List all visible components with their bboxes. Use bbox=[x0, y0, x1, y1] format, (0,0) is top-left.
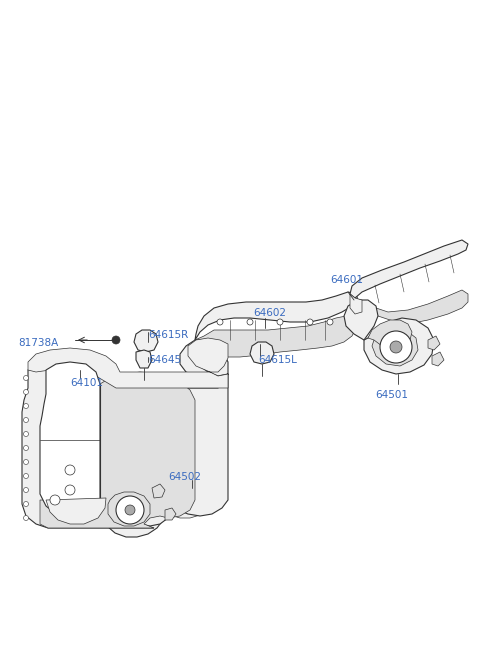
Text: 64615R: 64615R bbox=[148, 330, 188, 340]
Circle shape bbox=[307, 319, 313, 325]
Circle shape bbox=[247, 319, 253, 325]
Text: 64645: 64645 bbox=[148, 355, 181, 365]
Circle shape bbox=[65, 485, 75, 495]
Circle shape bbox=[217, 319, 223, 325]
Polygon shape bbox=[364, 318, 434, 374]
Polygon shape bbox=[134, 330, 158, 352]
Polygon shape bbox=[355, 290, 468, 324]
Circle shape bbox=[112, 336, 120, 344]
Polygon shape bbox=[40, 372, 195, 528]
Circle shape bbox=[24, 375, 28, 381]
Polygon shape bbox=[180, 340, 216, 376]
Circle shape bbox=[24, 445, 28, 451]
Text: 64101: 64101 bbox=[70, 378, 103, 388]
Text: 64615L: 64615L bbox=[258, 355, 297, 365]
Circle shape bbox=[327, 319, 333, 325]
Polygon shape bbox=[81, 455, 115, 490]
Circle shape bbox=[380, 331, 412, 363]
Polygon shape bbox=[350, 240, 468, 298]
Polygon shape bbox=[152, 484, 165, 498]
Polygon shape bbox=[28, 338, 228, 388]
Text: 81738A: 81738A bbox=[18, 338, 58, 348]
Circle shape bbox=[65, 465, 75, 475]
Polygon shape bbox=[344, 300, 378, 340]
Polygon shape bbox=[195, 292, 358, 340]
Circle shape bbox=[24, 474, 28, 479]
Polygon shape bbox=[136, 350, 152, 368]
Polygon shape bbox=[372, 328, 418, 366]
Polygon shape bbox=[40, 362, 100, 518]
Text: 64602: 64602 bbox=[253, 308, 286, 318]
Circle shape bbox=[116, 496, 144, 524]
Text: 64601: 64601 bbox=[330, 275, 363, 285]
Circle shape bbox=[24, 432, 28, 436]
Polygon shape bbox=[100, 480, 165, 537]
Circle shape bbox=[125, 505, 135, 515]
Circle shape bbox=[277, 319, 283, 325]
Circle shape bbox=[24, 487, 28, 493]
Polygon shape bbox=[428, 336, 440, 350]
Polygon shape bbox=[46, 498, 106, 524]
Polygon shape bbox=[163, 496, 204, 518]
Polygon shape bbox=[165, 508, 176, 520]
Polygon shape bbox=[368, 320, 412, 348]
Polygon shape bbox=[432, 352, 444, 366]
Polygon shape bbox=[350, 294, 362, 314]
Circle shape bbox=[24, 390, 28, 394]
Polygon shape bbox=[195, 316, 356, 357]
Circle shape bbox=[24, 502, 28, 506]
Circle shape bbox=[24, 460, 28, 464]
Circle shape bbox=[390, 341, 402, 353]
Polygon shape bbox=[22, 342, 228, 528]
Polygon shape bbox=[108, 492, 150, 526]
Circle shape bbox=[24, 403, 28, 409]
Circle shape bbox=[24, 515, 28, 521]
Circle shape bbox=[24, 417, 28, 422]
Text: 64502: 64502 bbox=[168, 472, 201, 482]
Polygon shape bbox=[250, 342, 274, 364]
Circle shape bbox=[50, 495, 60, 505]
Text: 64501: 64501 bbox=[375, 390, 408, 400]
